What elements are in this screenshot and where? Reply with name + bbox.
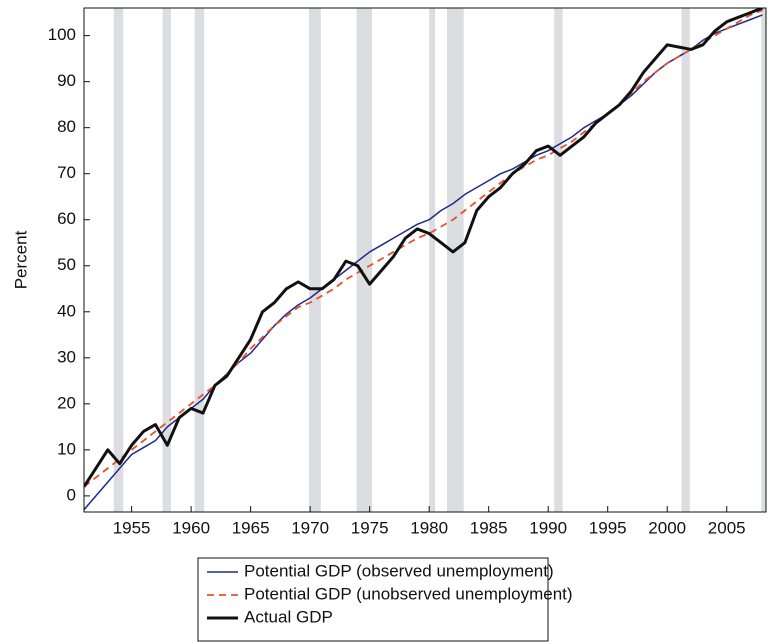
series-line	[84, 9, 763, 488]
x-tick-label: 1995	[589, 518, 627, 537]
x-tick-label: 1955	[113, 518, 151, 537]
y-tick-label: 30	[57, 347, 76, 366]
y-tick-label: 100	[48, 25, 76, 44]
x-tick-label: 1965	[232, 518, 270, 537]
recession-band	[429, 8, 436, 512]
series-line	[84, 8, 763, 488]
recession-band	[554, 8, 563, 512]
recession-band	[162, 8, 171, 512]
recession-band	[113, 8, 124, 512]
y-tick-label: 10	[57, 439, 76, 458]
y-tick-label: 80	[57, 117, 76, 136]
y-tick-label: 40	[57, 301, 76, 320]
x-tick-label: 2005	[708, 518, 746, 537]
legend-label: Actual GDP	[244, 607, 333, 626]
y-tick-label: 60	[57, 209, 76, 228]
legend-label: Potential GDP (unobserved unemployment)	[244, 584, 573, 603]
recession-band	[447, 8, 464, 512]
x-tick-label: 1985	[470, 518, 508, 537]
recession-band	[356, 8, 373, 512]
y-tick-label: 0	[67, 485, 76, 504]
x-tick-label: 1980	[410, 518, 448, 537]
recession-band	[681, 8, 690, 512]
recession-band	[308, 8, 321, 512]
x-tick-label: 2000	[648, 518, 686, 537]
y-tick-label: 70	[57, 163, 76, 182]
plot-frame	[83, 7, 767, 513]
x-tick-label: 1990	[529, 518, 567, 537]
x-tick-label: 1975	[351, 518, 389, 537]
legend-label: Potential GDP (observed unemployment)	[244, 561, 554, 580]
x-tick-label: 1960	[172, 518, 210, 537]
y-tick-label: 20	[57, 393, 76, 412]
legend-box	[197, 557, 549, 642]
y-tick-label: 90	[57, 71, 76, 90]
x-tick-label: 1970	[291, 518, 329, 537]
series-line	[84, 14, 763, 511]
recession-band	[194, 8, 205, 512]
y-axis-label: Percent	[11, 230, 30, 289]
recession-band	[761, 8, 766, 512]
y-tick-label: 50	[57, 255, 76, 274]
